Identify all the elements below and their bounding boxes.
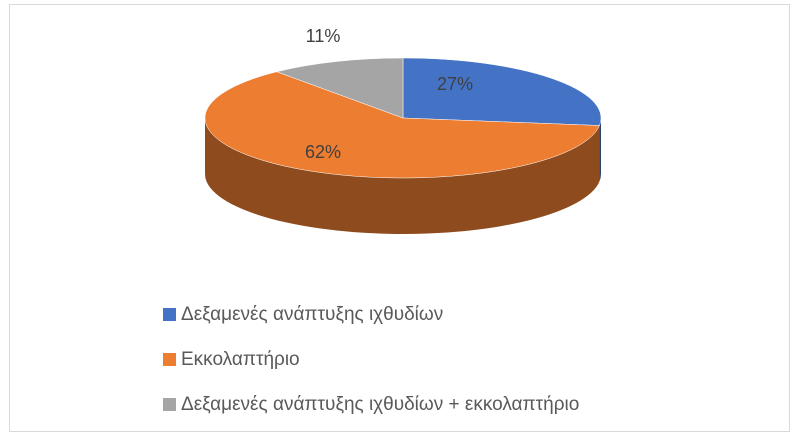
slice — [204, 71, 600, 179]
legend-label: Δεξαμενές ανάπτυξης ιχθυδίων + εκκολαπτή… — [181, 394, 579, 415]
legend-swatch — [163, 398, 176, 411]
slice — [275, 57, 404, 119]
slice — [402, 57, 602, 126]
data-label: 11% — [306, 26, 341, 46]
legend-swatch — [163, 353, 176, 366]
slice-side — [599, 118, 601, 182]
data-label: 27% — [437, 74, 473, 94]
legend-swatch — [163, 308, 176, 321]
legend-label: Δεξαμενές ανάπτυξης ιχθυδίων — [181, 304, 443, 325]
slice-side — [205, 118, 600, 235]
data-label: 62% — [305, 142, 341, 162]
legend-label: Εκκολαπτήριο — [181, 349, 300, 370]
